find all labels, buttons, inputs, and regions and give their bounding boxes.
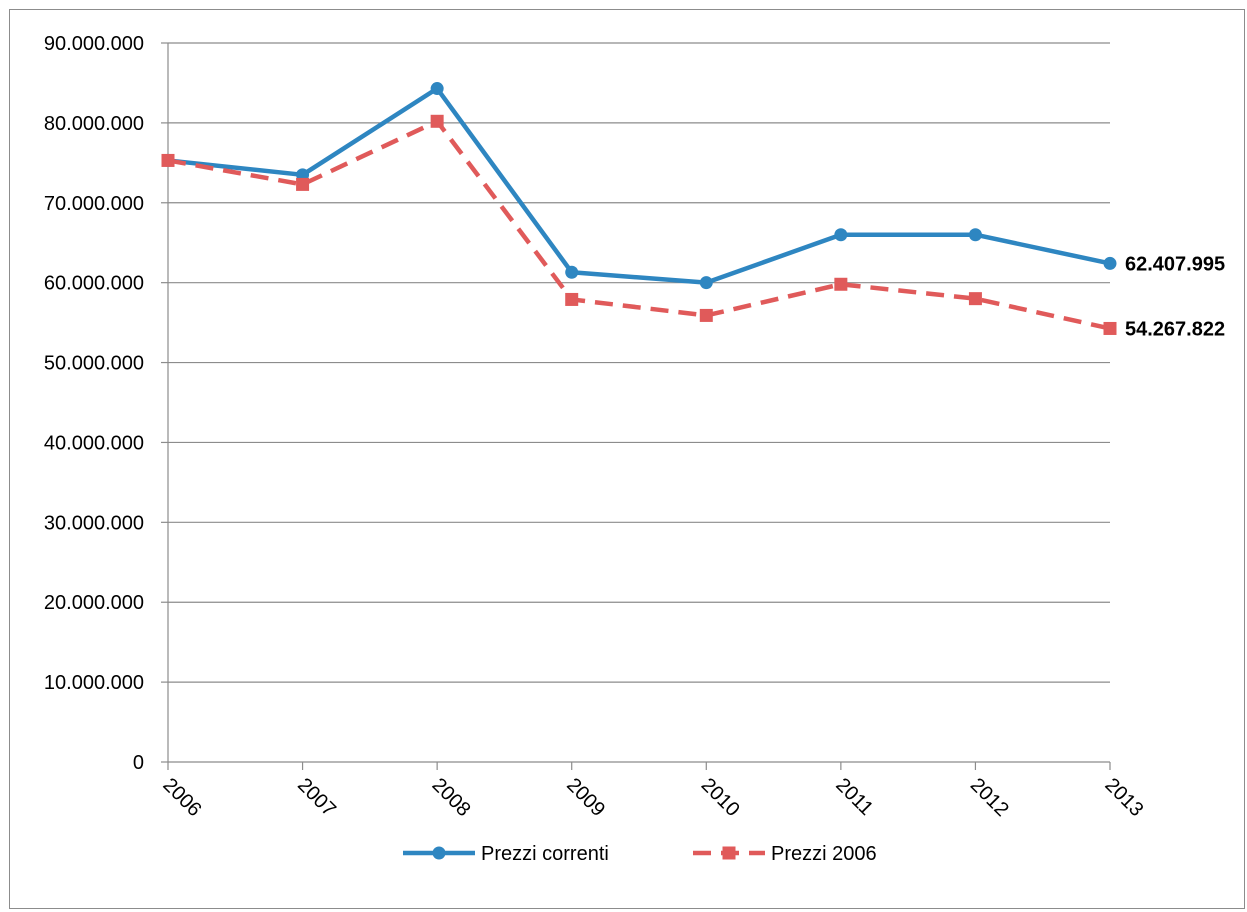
point-marker [430,82,444,96]
point-marker [296,177,310,191]
gridlines [168,42,1110,683]
labels: 62.407.995 54.267.822 [1125,253,1225,340]
x-tick-label: 2007 [293,774,340,821]
y-tick-label: 40.000.000 [44,432,144,454]
x-tick-label: 2009 [562,774,609,821]
point-marker [699,308,713,322]
point-marker [430,114,444,128]
y-tick-label: 70.000.000 [44,193,144,215]
y-tick-label: 30.000.000 [44,512,144,534]
legend-marker [722,846,736,860]
y-tick-label: 60.000.000 [44,273,144,295]
point-marker [565,292,579,306]
series-line-2 [167,119,1111,331]
x-tick-label: 2008 [428,774,475,821]
point-marker [1103,321,1117,335]
legend-label: Prezzi correnti [481,843,609,865]
point-marker [968,292,982,306]
y-tick-label: 50.000.000 [44,353,144,375]
y-tick-label: 0 [133,752,144,774]
point-marker [834,277,848,291]
point-marker [834,228,848,242]
y-tick-label: 90.000.000 [44,33,144,55]
data-label: 54.267.822 [1125,318,1225,340]
x-tick-label: 2006 [158,774,205,821]
x-tick-label: 2011 [831,774,877,820]
legend: Prezzi correnti Prezzi 2006 [403,843,877,865]
y-tick-label: 80.000.000 [44,113,144,135]
series-lines [161,82,1117,335]
x-tick-label: 2013 [1100,774,1147,821]
point-marker [565,265,579,279]
x-tick-label: 2010 [697,774,744,821]
y-tick-label: 20.000.000 [44,592,144,614]
chart-frame [9,9,1245,909]
point-marker [699,276,713,290]
legend-label: Prezzi 2006 [771,843,877,865]
point-marker [161,153,175,167]
y-tick-label: 10.000.000 [44,672,144,694]
legend-marker [432,846,446,860]
point-marker [968,228,982,242]
data-label: 62.407.995 [1125,253,1225,275]
axes: 0 10.000.000 20.000.000 30.000.000 40.000.00… [44,33,1148,821]
series-line-1 [167,86,1111,285]
point-marker [1103,256,1117,270]
x-tick-label: 2012 [966,774,1013,821]
